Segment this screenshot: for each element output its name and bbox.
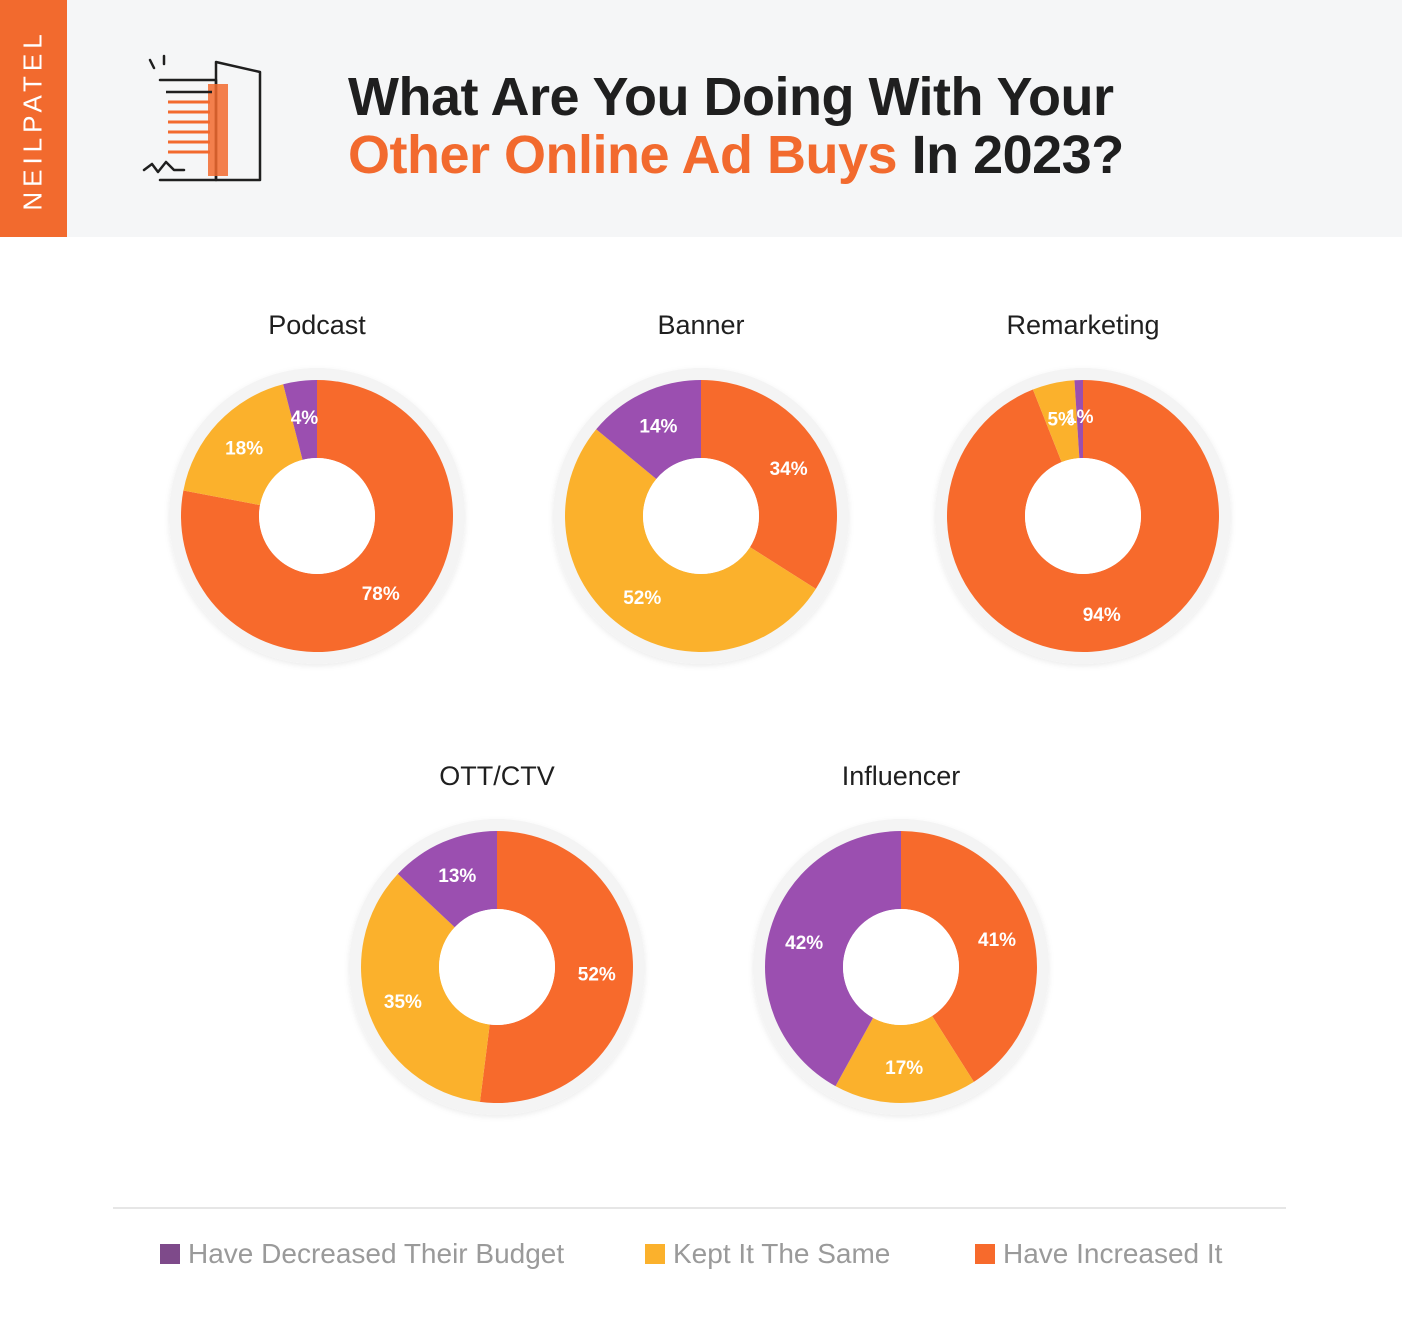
title-line-2: Other Online Ad Buys In 2023?	[348, 126, 1124, 184]
donut-hole	[843, 909, 959, 1025]
slice-increased	[479, 831, 633, 1103]
slice-same	[183, 384, 303, 506]
donut-hole	[643, 458, 759, 574]
slice-decreased	[283, 380, 317, 460]
donut-chart-2: Remarketing 94% 5%1%	[935, 310, 1231, 664]
data-label-decreased: 4%	[291, 408, 319, 429]
slice-decreased	[397, 831, 497, 928]
data-label-increased: 52%	[578, 964, 616, 985]
slice-decreased	[765, 831, 901, 1087]
data-label-same: 35%	[384, 992, 422, 1013]
data-label-decreased: 1%	[1066, 407, 1094, 428]
slice-same	[835, 1015, 974, 1104]
legend-swatch-decreased	[160, 1244, 180, 1264]
slice-decreased	[596, 380, 701, 480]
data-label-decreased: 42%	[785, 933, 823, 954]
donut-chart-1: Banner 34% 52% 14%	[553, 310, 849, 664]
slice-increased	[901, 831, 1037, 1082]
title-accent: Other Online Ad Buys	[348, 125, 898, 185]
slice-same	[1032, 380, 1080, 463]
data-label-decreased: 14%	[639, 417, 677, 438]
data-label-same: 18%	[225, 439, 263, 460]
donut-hole	[439, 909, 555, 1025]
chart-title: Influencer	[842, 761, 961, 791]
chart-title: Remarketing	[1006, 310, 1159, 340]
slice-increased	[946, 380, 1219, 652]
legend-label-decreased: Have Decreased Their Budget	[188, 1238, 565, 1269]
data-label-same: 52%	[623, 588, 661, 609]
slice-increased	[701, 380, 838, 589]
slice-increased	[181, 380, 454, 652]
donut-hole	[259, 458, 375, 574]
chart-title: Podcast	[268, 310, 366, 340]
data-label-increased: 34%	[770, 459, 808, 480]
legend-item-decreased: Have Decreased Their Budget	[160, 1236, 564, 1272]
data-label-increased: 78%	[362, 584, 400, 605]
donut-chart-0: Podcast 78% 18% 4%	[169, 310, 465, 664]
data-label-same: 17%	[885, 1058, 923, 1079]
donut-chart-3: OTT/CTV 52% 35% 13%	[349, 761, 645, 1115]
legend-item-increased: Have Increased It	[975, 1236, 1222, 1272]
legend-item-same: Kept It The Same	[645, 1236, 890, 1272]
data-label-same: 5%	[1047, 409, 1075, 430]
donut-charts: Podcast 78% 18% 4% Banner 34% 52% 14% Remarketin…	[169, 310, 1231, 1115]
title-rest: In 2023?	[911, 125, 1125, 185]
legend: Have Decreased Their Budget Kept It The …	[0, 1236, 1402, 1272]
legend-swatch-same	[645, 1244, 665, 1264]
data-label-increased: 94%	[1083, 605, 1121, 626]
title-line-1: What Are You Doing With Your	[348, 67, 1114, 127]
slice-same	[361, 873, 490, 1102]
slice-decreased	[1074, 380, 1083, 459]
page-title: What Are You Doing With Your Other Onlin…	[348, 68, 1124, 184]
header: NEILPATEL What Are You Doing With Your O…	[0, 0, 1402, 237]
legend-swatch-increased	[975, 1244, 995, 1264]
document-icon	[142, 54, 262, 182]
chart-title: Banner	[657, 310, 744, 340]
donut-hole	[1025, 458, 1141, 574]
legend-divider	[113, 1207, 1286, 1209]
brand-tab: NEILPATEL	[0, 0, 67, 237]
donut-chart-4: Influencer 41% 17% 42%	[753, 761, 1049, 1115]
brand-logo-text: NEILPATEL	[17, 29, 48, 211]
legend-label-increased: Have Increased It	[1003, 1238, 1223, 1269]
slice-same	[565, 429, 816, 653]
chart-title: OTT/CTV	[439, 761, 555, 791]
data-label-decreased: 13%	[438, 866, 476, 887]
data-label-increased: 41%	[978, 930, 1016, 951]
legend-label-same: Kept It The Same	[673, 1238, 891, 1269]
